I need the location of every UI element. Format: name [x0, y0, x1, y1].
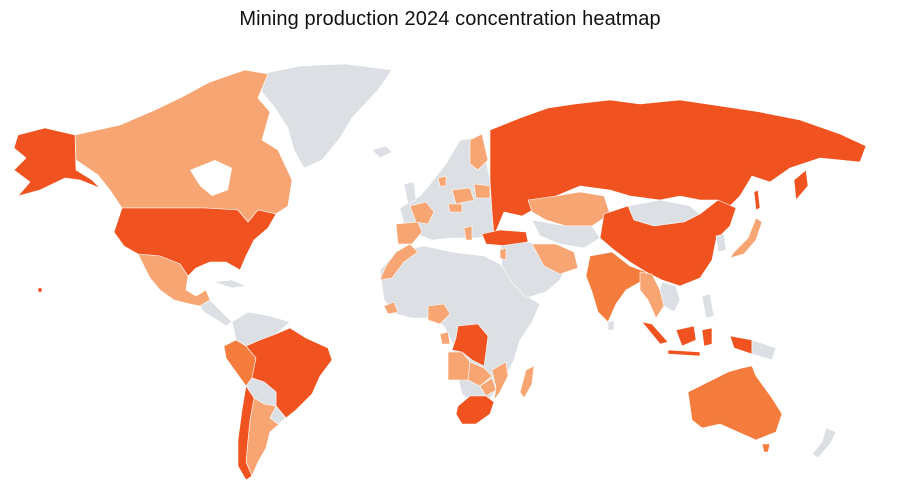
- region-greece: [463, 225, 473, 241]
- region-france: [409, 201, 435, 225]
- region-morocco: [379, 243, 419, 281]
- region-greenland: [261, 63, 393, 169]
- region-indonesia: [641, 321, 669, 345]
- region-myanmar-thailand: [639, 271, 665, 319]
- region-iran: [531, 243, 579, 275]
- region-israel: [499, 247, 507, 261]
- region-russia-kamchatka: [793, 169, 809, 201]
- region-hawaii: [37, 287, 43, 293]
- region-guinea: [383, 301, 399, 315]
- region-indonesia-borneo: [675, 325, 697, 347]
- region-nigeria: [427, 303, 451, 325]
- region-dr-congo: [451, 323, 489, 367]
- region-finland: [469, 133, 489, 171]
- region-south-africa: [455, 395, 495, 425]
- region-denmark: [437, 175, 447, 187]
- region-sri-lanka: [607, 319, 615, 331]
- region-alaska: [13, 127, 101, 197]
- region-canada: [74, 69, 293, 223]
- region-central-america: [199, 299, 233, 327]
- region-japan: [729, 217, 763, 259]
- region-madagascar: [519, 365, 535, 399]
- region-russia: [489, 99, 867, 237]
- hudson-bay: [190, 160, 232, 196]
- region-czechia: [447, 203, 463, 213]
- region-indonesia-sulawesi: [701, 327, 713, 347]
- region-australia: [687, 365, 783, 441]
- region-africa: [379, 245, 541, 405]
- region-caribbean: [213, 279, 247, 289]
- region-papua-new-guinea: [729, 335, 753, 355]
- region-mozambique: [491, 361, 509, 401]
- region-belarus: [473, 183, 491, 199]
- region-tasmania: [761, 443, 771, 453]
- region-indochina: [659, 281, 681, 313]
- region-kazakhstan: [527, 191, 611, 227]
- region-uruguay: [269, 405, 287, 425]
- region-poland: [451, 187, 475, 205]
- region-india: [585, 251, 647, 323]
- region-new-zealand: [811, 427, 837, 459]
- region-uk: [403, 181, 417, 205]
- region-russia-sakhalin: [753, 189, 761, 211]
- region-korea: [715, 233, 727, 253]
- chart-title: Mining production 2024 concentration hea…: [239, 8, 661, 30]
- region-chile: [237, 385, 255, 481]
- region-gabon: [439, 331, 451, 345]
- region-spain: [395, 221, 423, 245]
- region-philippines: [701, 293, 715, 319]
- region-central-asia: [531, 219, 601, 249]
- region-iceland: [371, 145, 393, 159]
- region-united-states: [113, 207, 277, 277]
- region-png-east: [751, 339, 777, 361]
- region-china: [599, 199, 737, 287]
- region-indonesia-java: [667, 349, 701, 357]
- region-zambia: [467, 361, 493, 387]
